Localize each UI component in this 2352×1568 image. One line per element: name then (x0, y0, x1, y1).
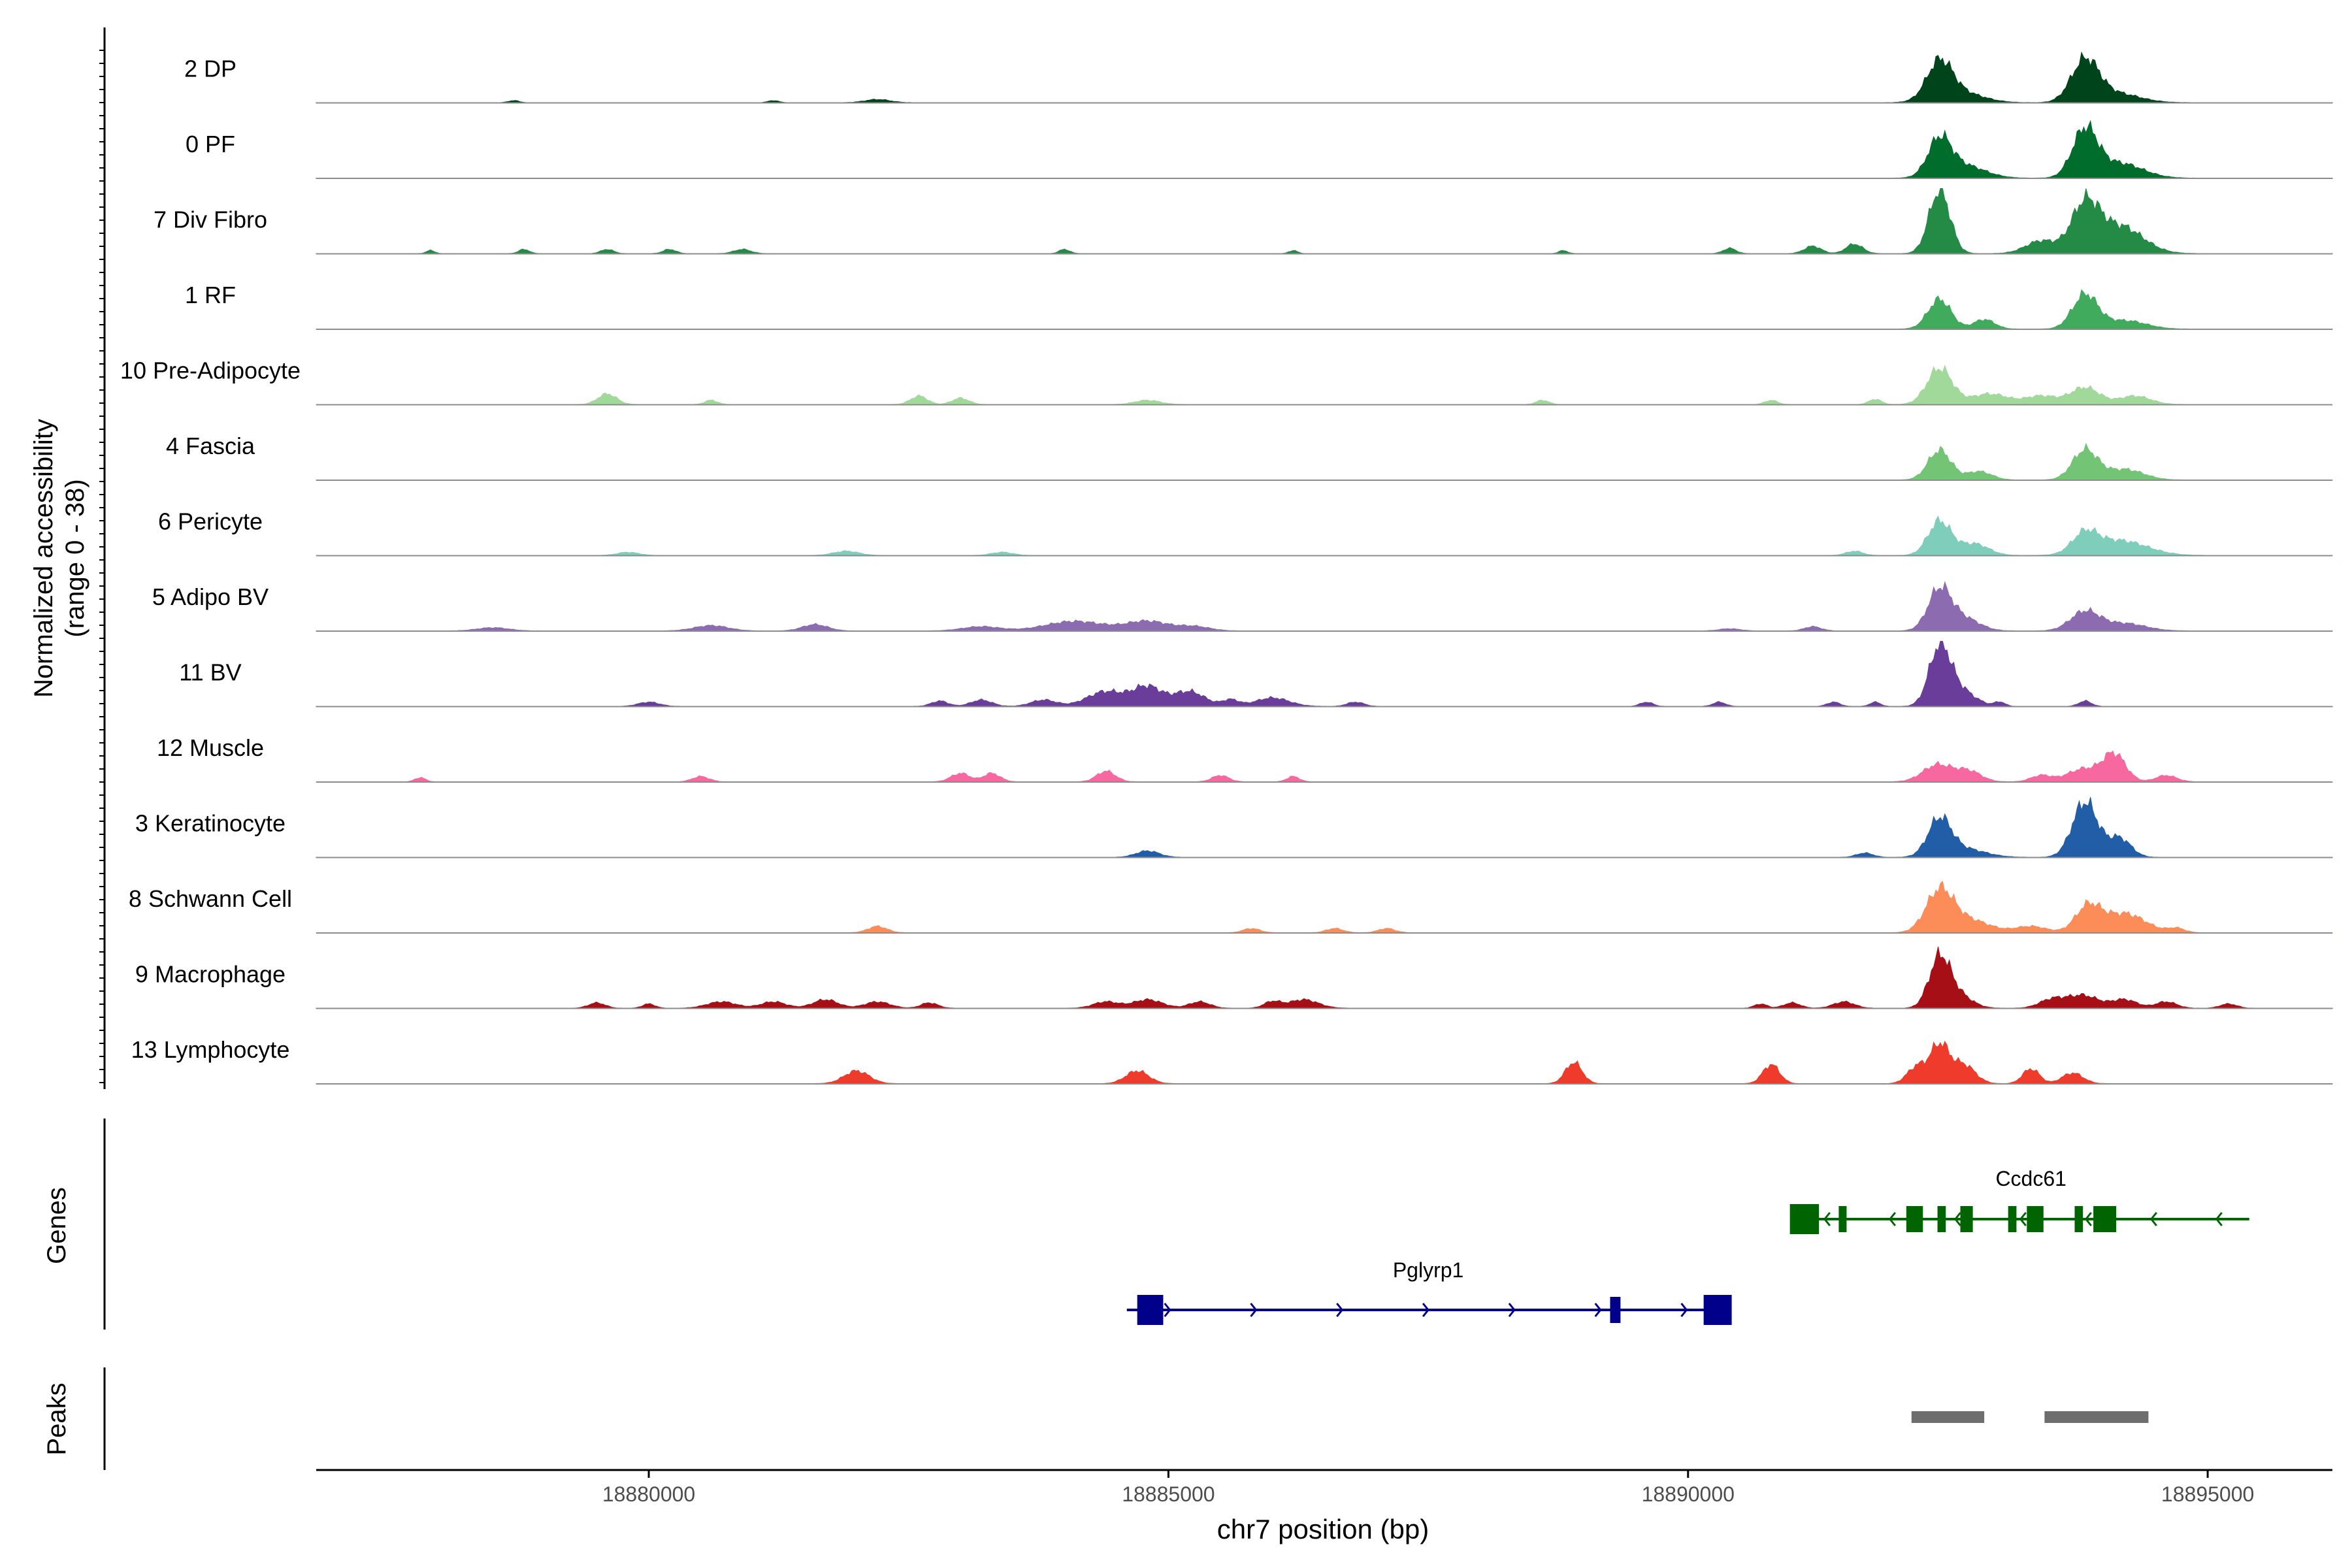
track-label: 11 BV (179, 659, 241, 686)
track-2-dp: 2 DP (184, 51, 2333, 104)
strand-arrow (1508, 1303, 1516, 1317)
exon (2074, 1206, 2083, 1232)
y-axis-label-range: (range 0 - 38) (61, 479, 90, 637)
track-10-pre-adipocyte: 10 Pre-Adipocyte (120, 357, 2333, 406)
track-label: 2 DP (184, 56, 237, 82)
track-1-rf: 1 RF (185, 282, 2333, 330)
exon (1610, 1297, 1621, 1323)
track-7-div-fibro: 7 Div Fibro (154, 188, 2333, 255)
x-tick-label: 18895000 (2161, 1482, 2254, 1506)
signal-area (316, 120, 2333, 179)
track-label: 4 Fascia (166, 433, 255, 459)
track-4-fascia: 4 Fascia (166, 433, 2333, 481)
track-11-bv: 11 BV (179, 641, 2333, 708)
x-tick-label: 18885000 (1122, 1482, 1215, 1506)
gene-pglyrp1: Pglyrp1 (1126, 1258, 1732, 1325)
signal-area (316, 51, 2333, 103)
track-label: 6 Pericyte (158, 508, 263, 535)
track-8-schwann-cell: 8 Schwann Cell (129, 881, 2333, 934)
strand-arrow (2149, 1212, 2157, 1226)
x-axis-label: chr7 position (bp) (1217, 1514, 1429, 1544)
track-13-lymphocyte: 13 Lymphocyte (131, 1036, 2333, 1085)
strand-arrow (1680, 1303, 1688, 1317)
exon (1960, 1206, 1973, 1232)
exon (1937, 1206, 1946, 1232)
x-tick-label: 18880000 (602, 1482, 695, 1506)
genes-panel-label: Genes (42, 1187, 71, 1264)
peaks-panel (103, 1367, 2149, 1470)
signal-area (316, 796, 2333, 858)
signal-area (316, 1040, 2333, 1085)
signal-area (316, 442, 2333, 481)
peak-region (1911, 1411, 1985, 1423)
exon (1703, 1295, 1732, 1325)
track-9-macrophage: 9 Macrophage (135, 946, 2333, 1009)
track-label: 8 Schwann Cell (129, 885, 292, 912)
gene-label: Pglyrp1 (1393, 1258, 1464, 1282)
track-6-pericyte: 6 Pericyte (158, 508, 2333, 557)
signal-area (316, 188, 2333, 254)
exon (1137, 1295, 1164, 1325)
strand-arrow (1422, 1303, 1429, 1317)
genes-panel: Pglyrp1 Ccdc61 (103, 1119, 2249, 1330)
track-label: 9 Macrophage (135, 961, 286, 988)
accessibility-tracks: 2 DP 0 PF 7 Div Fibro 1 RF 10 Pre-Adipocyte 4… (120, 51, 2333, 1085)
signal-area (316, 641, 2333, 707)
exon (2093, 1206, 2117, 1232)
exon (1906, 1206, 1923, 1232)
signal-area (316, 881, 2333, 934)
x-tick-label: 18890000 (1642, 1482, 1735, 1506)
track-3-keratinocyte: 3 Keratinocyte (135, 796, 2333, 858)
track-label: 7 Div Fibro (154, 206, 267, 233)
track-label: 13 Lymphocyte (131, 1036, 290, 1063)
strand-arrow (2084, 1212, 2092, 1226)
signal-area (316, 750, 2333, 783)
strand-arrow (1336, 1303, 1344, 1317)
strand-arrow (1823, 1212, 1831, 1226)
gene-ccdc61: Ccdc61 (1789, 1167, 2249, 1234)
track-label: 3 Keratinocyte (135, 810, 286, 837)
signal-area (316, 946, 2333, 1009)
signal-area (316, 289, 2333, 330)
strand-arrow (1953, 1212, 1961, 1226)
strand-arrow (1250, 1303, 1258, 1317)
strand-arrow (2019, 1212, 2027, 1226)
signal-area (316, 365, 2333, 405)
strand-arrow (2215, 1212, 2223, 1226)
track-label: 1 RF (185, 282, 236, 308)
track-12-muscle: 12 Muscle (157, 734, 2333, 783)
exon (2008, 1206, 2017, 1232)
signal-area (316, 581, 2333, 632)
exon (1789, 1204, 1820, 1234)
track-label: 12 Muscle (157, 734, 264, 761)
y-axis-label: Normalized accessibility (29, 419, 58, 698)
gene-label: Ccdc61 (1995, 1167, 2066, 1190)
peak-region (2044, 1411, 2149, 1423)
x-axis: 18880000 18885000 18890000 18895000 (316, 1469, 2332, 1506)
track-label: 0 PF (186, 131, 235, 157)
exon (1838, 1206, 1847, 1232)
track-0-pf: 0 PF (186, 120, 2333, 179)
strand-arrow (1888, 1212, 1896, 1226)
strand-arrow (1594, 1303, 1602, 1317)
track-label: 5 Adipo BV (152, 583, 269, 610)
strand-arrow (1164, 1303, 1171, 1317)
signal-area (316, 515, 2333, 556)
track-y-axis (99, 27, 106, 1089)
peaks-panel-label: Peaks (42, 1382, 71, 1455)
exon (2027, 1206, 2044, 1232)
track-5-adipo-bv: 5 Adipo BV (152, 581, 2333, 632)
track-label: 10 Pre-Adipocyte (120, 357, 301, 384)
